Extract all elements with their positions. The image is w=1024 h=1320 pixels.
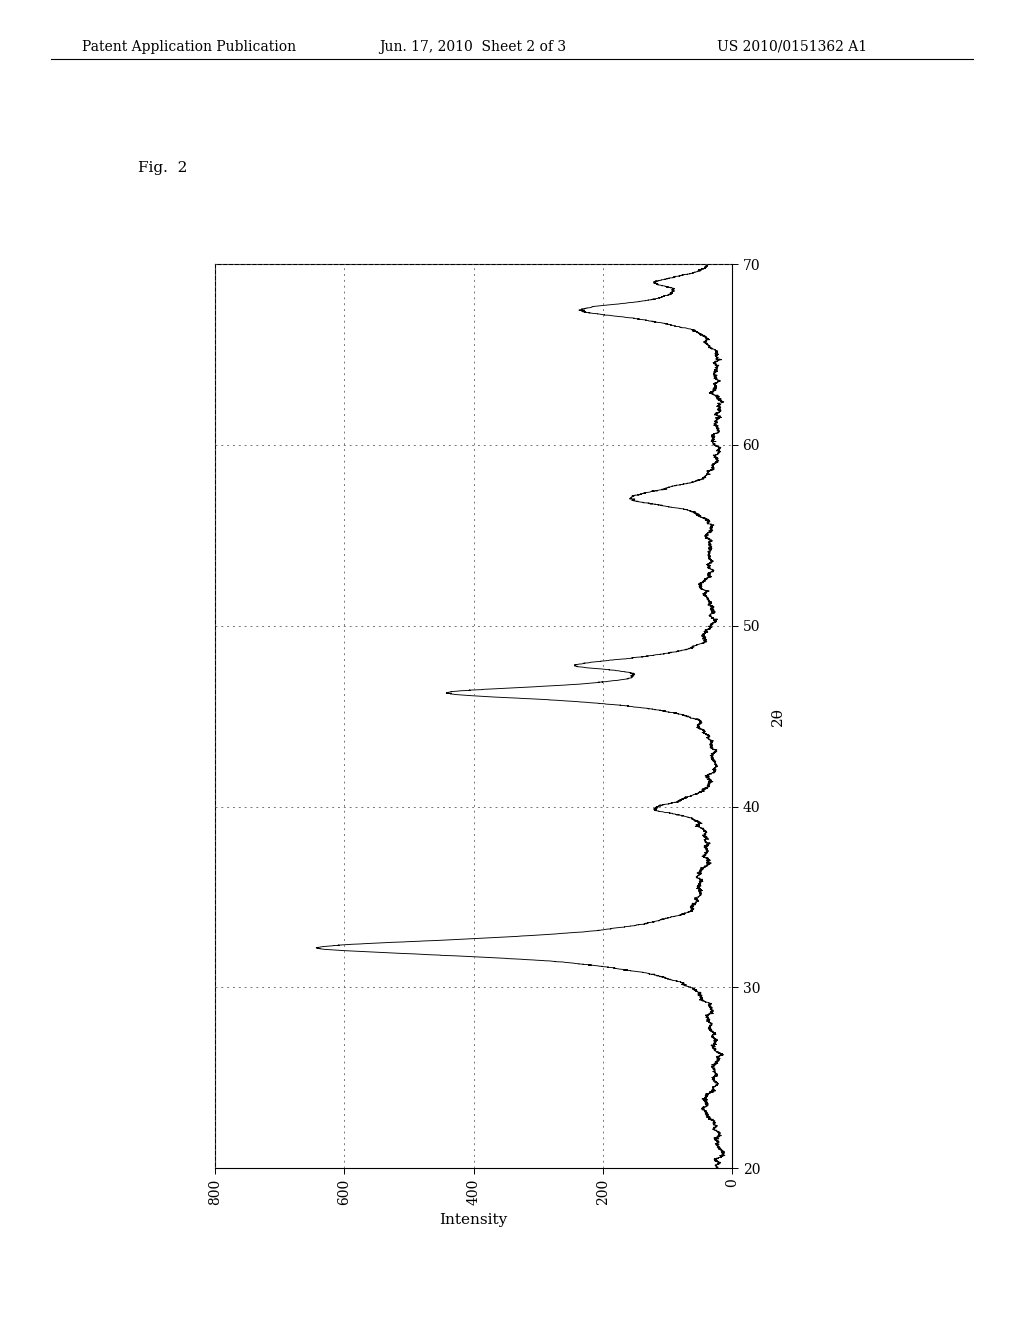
Text: Fig.  2: Fig. 2 bbox=[138, 161, 187, 176]
Text: Jun. 17, 2010  Sheet 2 of 3: Jun. 17, 2010 Sheet 2 of 3 bbox=[379, 40, 566, 54]
Y-axis label: 2θ: 2θ bbox=[771, 706, 785, 726]
X-axis label: Intensity: Intensity bbox=[439, 1213, 508, 1228]
Text: Patent Application Publication: Patent Application Publication bbox=[82, 40, 296, 54]
Text: US 2010/0151362 A1: US 2010/0151362 A1 bbox=[717, 40, 867, 54]
